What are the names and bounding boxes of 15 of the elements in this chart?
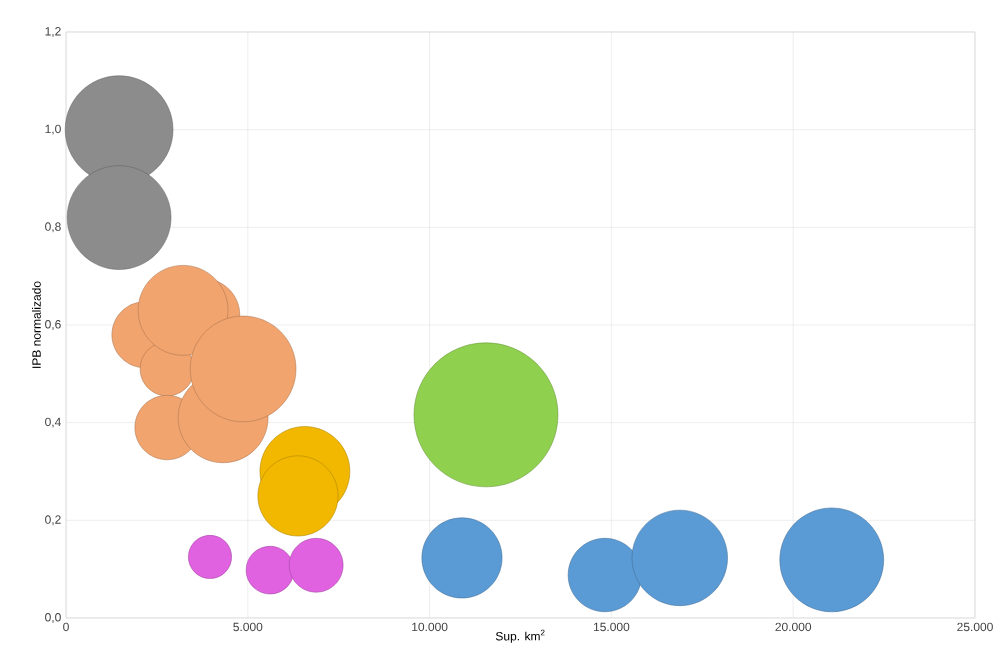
x-tick-label: 10.000 <box>412 622 448 632</box>
x-tick-label: 25.000 <box>957 622 993 632</box>
y-tick-label: 1,0 <box>45 124 61 135</box>
x-axis-title: Sup. km$^{2}$ <box>495 629 545 643</box>
y-tick-label: 1,2 <box>45 27 61 37</box>
y-tick-label: 0,0 <box>45 613 61 623</box>
y-tick-label: 0,6 <box>45 320 61 330</box>
y-tick-label: 0,8 <box>45 222 61 233</box>
y-tick-label: 0,4 <box>45 417 61 428</box>
y-axis-title: IPB normalizado <box>31 281 41 368</box>
x-tick-label: 15.000 <box>593 622 630 632</box>
x-tick-label: 5.000 <box>233 622 263 632</box>
y-tick-label: 0,2 <box>45 515 61 526</box>
x-tick-label: 20.000 <box>775 622 812 632</box>
x-tick-label: 0 <box>63 622 69 632</box>
